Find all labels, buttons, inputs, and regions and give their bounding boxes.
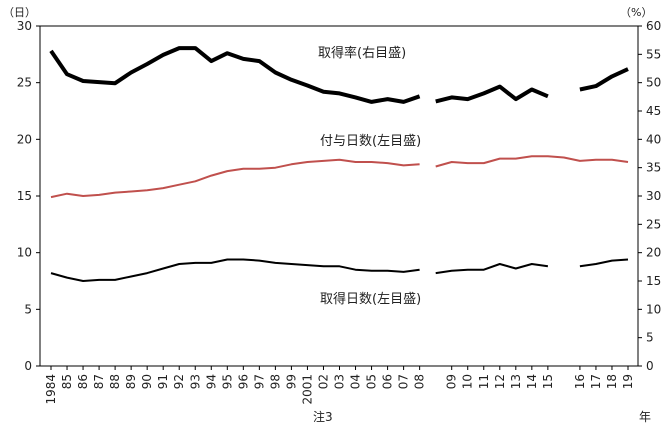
x-tick-label: 96 [236, 374, 250, 389]
x-tick-label: 12 [493, 374, 507, 389]
x-tick-label: 04 [349, 374, 363, 389]
x-tick-label: 87 [92, 374, 106, 389]
right-axis-unit: （%） [620, 6, 652, 19]
series-line-2 [579, 258, 629, 268]
right-tick-label: 25 [646, 217, 661, 231]
x-tick-label: 10 [461, 374, 475, 389]
x-tick-label: 94 [204, 374, 218, 389]
x-tick-label: 92 [172, 374, 186, 389]
x-axis-note: 注3 [313, 409, 333, 424]
left-tick-label: 15 [17, 189, 32, 203]
right-tick-label: 20 [646, 246, 661, 260]
right-tick-label: 0 [646, 359, 654, 373]
x-tick-label: 05 [365, 374, 379, 389]
x-tick-label: 08 [413, 374, 427, 389]
x-tick-label: 2001 [300, 374, 314, 405]
x-tick-label: 15 [541, 374, 555, 389]
right-tick-label: 35 [646, 161, 661, 175]
left-tick-label: 30 [17, 19, 32, 33]
x-tick-label: 99 [284, 374, 298, 389]
x-tick-label: 02 [316, 374, 330, 389]
series-lines [49, 46, 629, 282]
x-tick-label: 11 [477, 374, 491, 389]
series-line-0 [49, 46, 421, 104]
right-tick-label: 30 [646, 189, 661, 203]
right-tick-label: 45 [646, 104, 661, 118]
x-tick-label: 17 [589, 374, 603, 389]
x-tick-label: 16 [573, 374, 587, 389]
right-tick-label: 40 [646, 132, 661, 146]
x-tick-label: 07 [397, 374, 411, 389]
x-axis-ticks: 1984 85 86 87 88 89 90 91 92 93 94 95 96 97 98 99 2001 02… [44, 366, 635, 405]
x-tick-label: 91 [156, 374, 170, 389]
left-tick-label: 0 [24, 359, 32, 373]
x-tick-label: 13 [509, 374, 523, 389]
x-tick-label: 19 [621, 374, 635, 389]
series-label-rate: 取得率(右目盛) [318, 45, 406, 61]
x-tick-label: 14 [525, 374, 539, 389]
x-tick-label: 85 [60, 374, 74, 389]
x-tick-label: 89 [124, 374, 138, 389]
right-axis-ticks: 0 5 10 15 20 25 30 35 40 45 50 55 60 [638, 19, 661, 373]
left-axis-ticks: 0 5 10 15 20 25 30 [17, 19, 40, 373]
plot-frame [39, 25, 639, 367]
left-tick-label: 5 [24, 302, 32, 316]
series-label-taken-days: 取得日数(左目盛) [320, 291, 421, 307]
series-line-0 [579, 67, 629, 92]
x-tick-label: 86 [76, 374, 90, 389]
series-line-2 [435, 263, 549, 275]
left-tick-label: 20 [17, 132, 32, 146]
series-line-0 [435, 84, 549, 104]
right-tick-label: 10 [646, 302, 661, 316]
right-tick-label: 60 [646, 19, 661, 33]
x-tick-label: 09 [445, 374, 459, 389]
x-tick-label: 90 [140, 374, 154, 389]
x-tick-label: 88 [108, 374, 122, 389]
x-tick-label: 93 [188, 374, 202, 389]
series-label-granted-days: 付与日数(左目盛) [320, 134, 421, 149]
x-tick-label: 98 [268, 374, 282, 389]
x-axis-unit: 年 [639, 410, 651, 424]
right-tick-label: 50 [646, 76, 661, 90]
x-tick-label: 03 [333, 374, 347, 389]
x-tick-label: 97 [252, 374, 266, 389]
x-tick-label: 06 [381, 374, 395, 389]
x-tick-label: 18 [605, 374, 619, 389]
x-tick-label: 1984 [44, 374, 58, 405]
series-line-1 [50, 158, 420, 199]
left-axis-unit: （日） [3, 6, 36, 19]
plot-border [39, 25, 639, 367]
left-tick-label: 10 [17, 246, 32, 260]
series-line-1 [435, 155, 629, 168]
x-tick-label: 95 [220, 374, 234, 389]
series-line-2 [50, 258, 420, 282]
right-tick-label: 5 [646, 331, 654, 345]
left-tick-label: 25 [17, 76, 32, 90]
right-tick-label: 55 [646, 47, 661, 61]
right-tick-label: 15 [646, 274, 661, 288]
